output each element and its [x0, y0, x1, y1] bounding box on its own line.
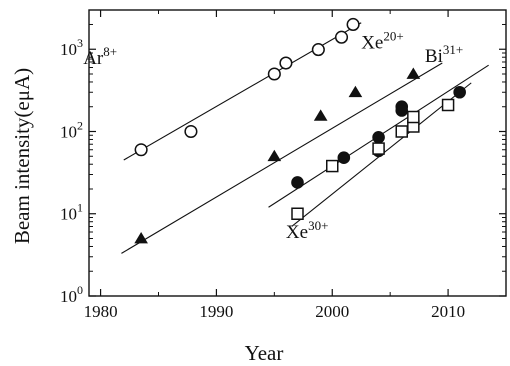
data-point-square-open — [407, 110, 420, 124]
data-point-square-open — [372, 142, 385, 155]
plot-frame — [88, 9, 507, 297]
data-point-triangle — [134, 232, 148, 244]
data-point-square-open — [291, 207, 304, 220]
y-tick-label: 103 — [60, 36, 83, 59]
fit-line — [121, 62, 443, 254]
data-point-square-open — [326, 159, 339, 173]
data-point-circle-open — [134, 143, 148, 157]
x-tick-label: 1990 — [199, 302, 233, 321]
data-point-circle-open — [311, 43, 325, 57]
data-point-triangle — [406, 67, 421, 79]
series-label: Xe30+ — [286, 218, 329, 243]
series-label: Ar8+ — [83, 44, 117, 69]
data-point-circle-open — [267, 67, 281, 81]
series-label: Bi31+ — [425, 42, 463, 67]
data-point-circle-open — [184, 124, 198, 139]
data-point-triangle — [348, 85, 363, 98]
data-markers — [134, 17, 466, 244]
x-tick-label: 2010 — [431, 302, 465, 321]
data-point-circle-filled — [453, 85, 466, 99]
data-point-circle-filled — [395, 104, 409, 117]
data-point-circle-filled — [291, 176, 304, 189]
series-labels: Ar8+ Xe20+ Bi31+ Xe30+ — [83, 29, 463, 243]
data-point-square-open — [441, 98, 455, 112]
data-point-circle-open — [279, 56, 293, 70]
y-tick-label: 100 — [60, 283, 83, 306]
y-tick-label: 101 — [60, 201, 83, 224]
data-point-triangle — [313, 109, 328, 121]
y-axis-title: Beam intensity(eμA) — [10, 68, 34, 244]
data-point-square-open — [395, 125, 408, 138]
x-tick-label: 1980 — [84, 302, 118, 321]
fit-line — [123, 22, 362, 161]
data-point-circle-filled — [337, 151, 351, 165]
y-tick-label: 102 — [60, 118, 83, 141]
data-point-circle-open — [334, 30, 349, 44]
data-point-triangle — [267, 149, 282, 162]
data-point-circle-open — [346, 17, 360, 32]
x-tick-label: 2000 — [315, 302, 349, 321]
data-point-circle-filled — [372, 131, 385, 144]
x-axis-title: Year — [245, 341, 284, 365]
series-label: Xe20+ — [361, 29, 404, 54]
axes: 1980 1990 2000 2010 100 101 102 103 — [60, 9, 507, 321]
